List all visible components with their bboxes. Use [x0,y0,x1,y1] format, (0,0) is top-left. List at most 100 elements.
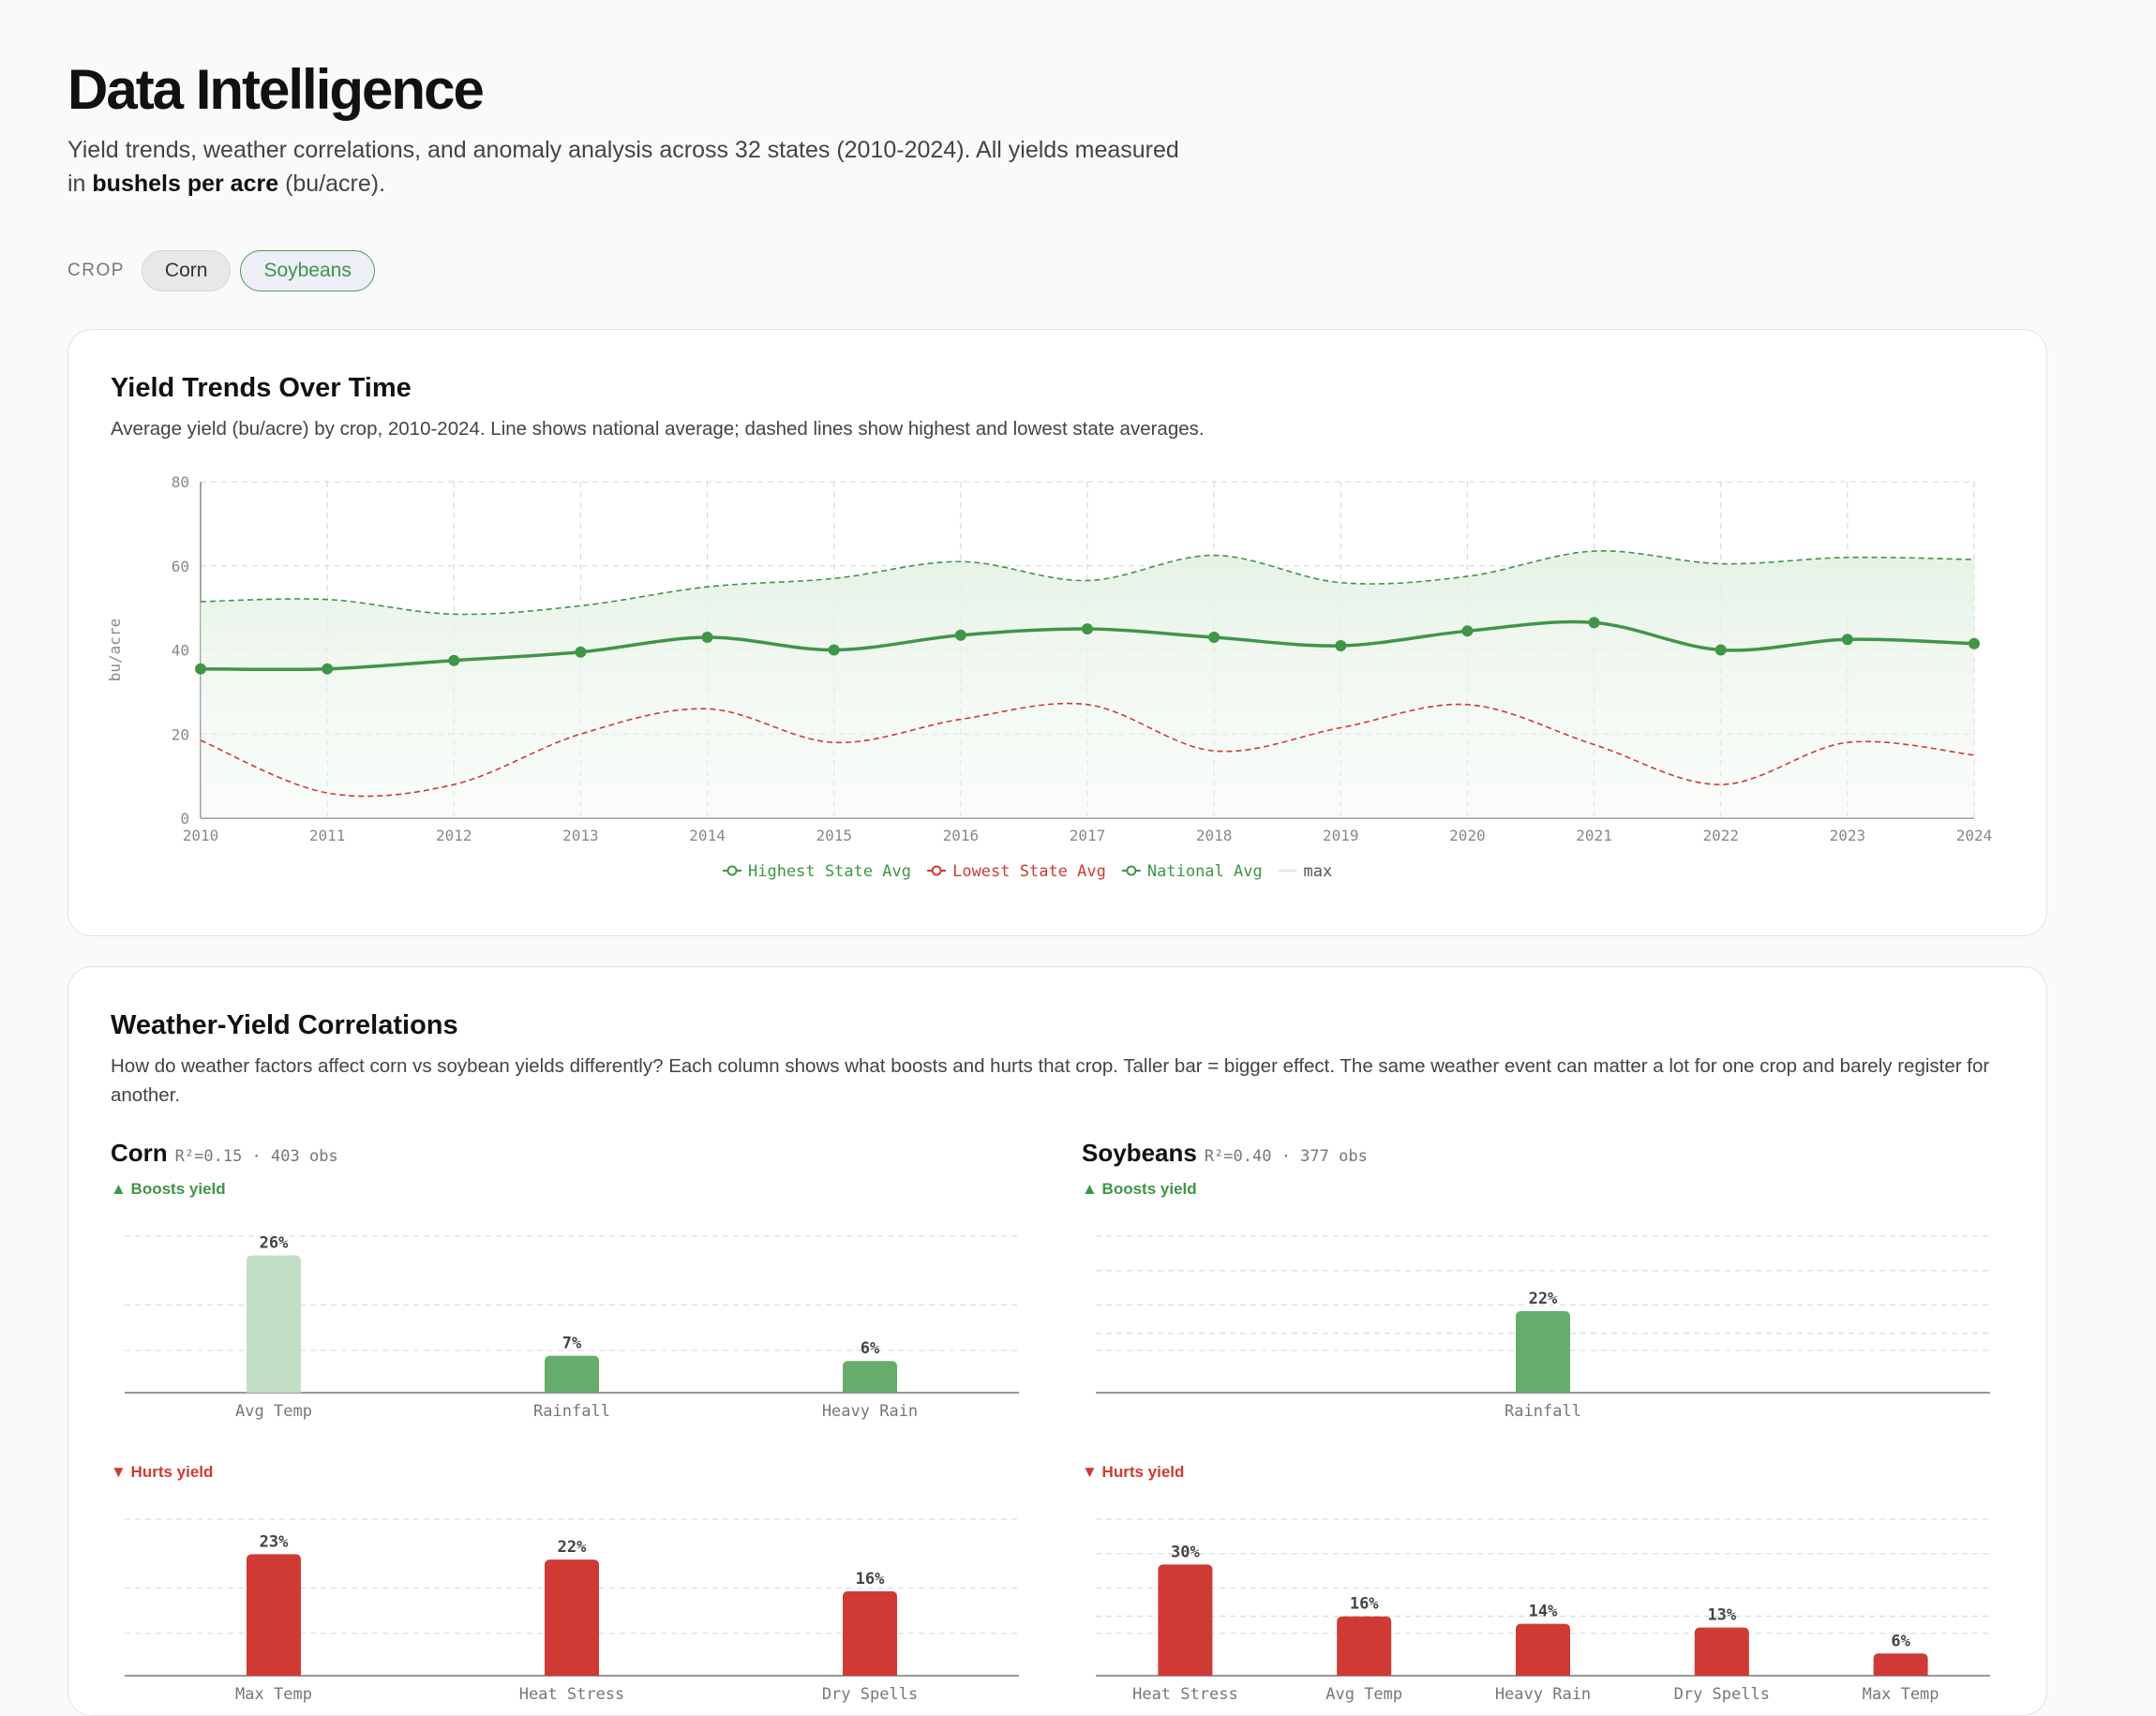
soybeans-hurts-avg-temp-category-label: Avg Temp [1325,1685,1402,1704]
y-tick-label: 0 [180,810,189,828]
legend-label: max [1304,862,1333,881]
soybeans-boosts-label: ▲ Boosts yield [1082,1180,1197,1198]
page-subtitle: Yield trends, weather correlations, and … [67,133,1192,201]
national-avg-point [828,644,840,656]
corn-hurts-label: ▼ Hurts yield [111,1463,214,1481]
y-tick-label: 40 [172,642,189,660]
x-tick-label: 2020 [1449,827,1486,844]
soybeans-hurts-heavy-rain-value-label: 14% [1529,1603,1558,1621]
x-tick-label: 2022 [1702,827,1739,844]
corn-hurts-dry-spells-bar [843,1590,897,1676]
soybeans-boosts-rainfall-value-label: 22% [1529,1290,1558,1308]
national-avg-point [1841,634,1853,646]
weather-correlations-title: Weather-Yield Correlations [111,1010,458,1040]
soybeans-hurts-max-temp-value-label: 6% [1891,1632,1910,1650]
legend-national-avg: National Avg [1121,862,1263,881]
corn-boosts-rainfall-category-label: Rainfall [533,1402,610,1421]
national-avg-point [1969,637,1980,649]
national-avg-point [1335,640,1347,652]
crop-selector: CROP Corn Soybeans [67,249,384,292]
legend-marker [931,865,942,876]
x-tick-label: 2013 [562,827,599,844]
subtitle-text: Yield trends, weather correlations, and … [67,137,1179,197]
soybeans-hurts-max-temp-bar [1873,1653,1928,1676]
legend-highest-state-avg: Highest State Avg [723,862,911,881]
legend-label: National Avg [1147,862,1263,881]
soybeans-panel-name: Soybeans [1082,1139,1197,1167]
subtitle-text-end: (bu/acre). [278,171,386,197]
highest-state-avg-line [200,550,1975,616]
subtitle-bold-unit: bushels per acre [92,171,279,197]
x-tick-label: 2014 [689,827,726,844]
soybeans-hurts-heat-stress-bar [1158,1564,1213,1676]
corn-boosts-rainfall-value-label: 7% [562,1335,582,1353]
corn-hurts-heat-stress-bar [545,1559,599,1676]
national-avg-point [701,632,713,644]
x-tick-label: 2012 [436,827,472,844]
weather-correlations-card: Weather-Yield Correlations How do weathe… [67,966,2047,1716]
x-tick-label: 2015 [816,827,852,844]
corn-panel-meta: R²=0.15 · 403 obs [174,1147,338,1166]
legend-max: max [1278,862,1333,881]
national-avg-point [448,654,460,666]
soybeans-hurts-heavy-rain-bar [1516,1623,1570,1676]
weather-correlation-charts: 26% Avg Temp 7% Rainfall 6% Heavy Rain 23% Max … [125,1234,1990,1704]
soybeans-hurts-avg-temp-value-label: 16% [1350,1595,1379,1614]
soybeans-hurts-heat-stress-category-label: Heat Stress [1132,1685,1238,1704]
yield-trends-title: Yield Trends Over Time [111,373,412,403]
lowest-state-avg-line [200,702,1975,798]
legend-label: Highest State Avg [748,862,911,881]
yield-trends-card: Yield Trends Over Time Average yield (bu… [67,329,2047,936]
yield-trends-chart: 0 20 40 60 80 2010 2011 2012 2013 2014 2015 2016 201… [106,473,1992,881]
yield-trends-description: Average yield (bu/acre) by crop, 2010-20… [111,418,1205,440]
national-avg-point [954,629,966,641]
national-avg-point [575,646,587,658]
national-avg-point [1461,625,1474,637]
national-avg-point [1588,617,1600,629]
soybeans-hurts-dry-spells-bar [1694,1627,1749,1676]
soybeans-boosts-rainfall-bar [1516,1310,1570,1393]
soybeans-hurts-dry-spells-category-label: Dry Spells [1674,1685,1770,1704]
soybeans-hurts-label: ▼ Hurts yield [1082,1463,1185,1481]
x-tick-label: 2017 [1070,827,1106,844]
page-title: Data Intelligence [67,58,485,121]
corn-hurts-max-temp-value-label: 23% [260,1532,289,1551]
soybeans-hurts-max-temp-category-label: Max Temp [1863,1685,1939,1704]
corn-panel-title: Corn R²=0.15 · 403 obs [111,1139,338,1168]
corn-boosts-avg-temp-category-label: Avg Temp [235,1402,312,1421]
soybeans-boosts-rainfall-category-label: Rainfall [1505,1402,1581,1421]
corn-hurts-heat-stress-category-label: Heat Stress [519,1685,625,1704]
x-tick-label: 2016 [943,827,980,844]
national-avg-point [1082,623,1093,635]
crop-label: CROP [67,261,125,280]
corn-boosts-label: ▲ Boosts yield [111,1180,226,1198]
corn-hurts-heat-stress-value-label: 22% [558,1538,587,1557]
soybeans-panel-meta: R²=0.40 · 377 obs [1204,1147,1368,1166]
soybeans-panel-title: Soybeans R²=0.40 · 377 obs [1082,1139,1368,1168]
crop-chip-soybeans[interactable]: Soybeans [240,250,375,291]
x-tick-label: 2010 [183,827,219,844]
legend-lowest-state-avg: Lowest State Avg [927,862,1106,881]
national-avg-point [1208,632,1220,644]
y-tick-label: 60 [172,558,189,575]
y-tick-label: 80 [172,473,189,491]
soybeans-hurts-dry-spells-value-label: 13% [1707,1606,1736,1625]
crop-chip-corn[interactable]: Corn [141,250,232,291]
soybeans-hurts-heavy-rain-category-label: Heavy Rain [1495,1685,1591,1704]
x-tick-label: 2011 [309,827,346,844]
y-tick-label: 20 [172,725,189,743]
weather-correlations-description: How do weather factors affect corn vs so… [111,1055,1990,1106]
max-area [201,550,1974,818]
national-avg-point [1714,644,1727,656]
corn-hurts-max-temp-category-label: Max Temp [235,1685,312,1704]
corn-boosts-heavy-rain-bar [843,1361,897,1393]
corn-hurts-dry-spells-category-label: Dry Spells [822,1685,918,1704]
national-avg-point [195,663,206,675]
corn-boosts-rainfall-bar [545,1355,599,1393]
x-tick-label: 2019 [1323,827,1359,844]
corn-hurts-dry-spells-value-label: 16% [856,1570,885,1589]
y-axis-label: bu/acre [106,619,124,681]
corn-boosts-heavy-rain-category-label: Heavy Rain [822,1402,918,1421]
x-tick-label: 2021 [1576,827,1612,844]
national-avg-point [322,663,334,675]
